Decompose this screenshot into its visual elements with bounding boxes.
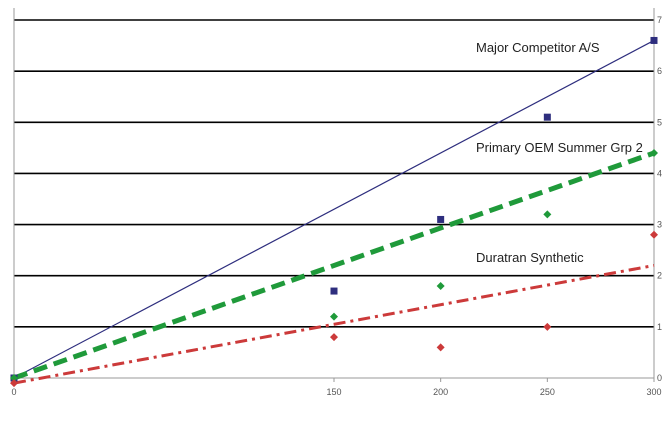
point-series-2-3 (543, 322, 552, 331)
series-label-2: Duratran Synthetic (476, 250, 584, 265)
series-label-0: Major Competitor A/S (476, 40, 600, 55)
point-series-2-2 (436, 343, 445, 352)
trend-line-series-1 (13, 150, 655, 381)
series-labels: Major Competitor A/S Primary OEM Summer G… (476, 40, 643, 265)
point-series-1-4 (650, 148, 658, 157)
y-tick-label-2: 2 (657, 271, 662, 281)
point-series-2-1 (330, 333, 338, 342)
trend-line-series-2 (13, 264, 655, 385)
y-tick-label-7: 7 (657, 15, 662, 25)
grid-lines (14, 19, 654, 328)
y-tick-label-0: 0 (657, 373, 662, 383)
trend-line-series-0 (13, 39, 655, 379)
y-tick-label-4: 4 (657, 168, 662, 178)
point-series-0-1 (330, 287, 338, 295)
series-label-1: Primary OEM Summer Grp 2 (476, 140, 643, 155)
point-series-2-4 (650, 230, 658, 239)
x-tick-label-250: 250 (540, 387, 555, 397)
x-tick-label-150: 150 (326, 387, 341, 397)
x-tick-label-300: 300 (646, 387, 661, 397)
point-series-1-1 (330, 312, 338, 321)
point-series-1-3 (543, 210, 552, 219)
point-series-0-3 (543, 113, 551, 121)
y-tick-label-3: 3 (657, 220, 662, 230)
x-tick-label-0: 0 (11, 387, 16, 397)
point-series-1-2 (436, 281, 445, 290)
point-series-2-0 (10, 379, 18, 388)
y-tick-label-1: 1 (657, 322, 662, 332)
point-series-0-4 (650, 36, 658, 44)
trend-lines (13, 39, 655, 385)
point-series-1-0 (10, 374, 18, 382)
tick-labels: 0 150 200 250 300 0 1 2 3 4 5 6 7 (11, 15, 662, 397)
data-points (10, 36, 658, 388)
axes (13, 8, 655, 382)
x-tick-label-200: 200 (433, 387, 448, 397)
y-tick-label-6: 6 (657, 66, 662, 76)
y-tick-label-5: 5 (657, 117, 662, 127)
point-series-0-2 (437, 215, 445, 223)
